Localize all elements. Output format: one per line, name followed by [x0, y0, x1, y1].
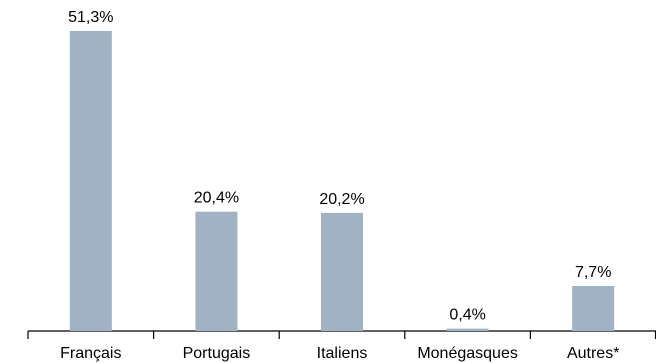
category-label: Portugais: [183, 345, 251, 362]
category-label: Autres*: [567, 345, 619, 362]
bar: [69, 31, 112, 331]
bar: [195, 211, 238, 331]
bar: [321, 212, 363, 331]
category-labels-group: Français Portugais Italiens Monégasques Autr…: [60, 345, 619, 362]
category-label: Monégasques: [417, 345, 518, 362]
data-labels-group: 51,3% 20,4% 20,2% 0,4% 7,7%: [68, 9, 611, 324]
bar-value-label: 0,4%: [449, 307, 485, 324]
bar: [572, 285, 615, 331]
category-label: Italiens: [317, 345, 368, 362]
x-axis-ticks: [27, 331, 656, 339]
bar-value-label: 7,7%: [575, 264, 611, 281]
bar: [446, 328, 489, 331]
bar-value-label: 20,2%: [319, 191, 364, 208]
bar-value-label: 51,3%: [68, 9, 113, 26]
category-label: Français: [60, 345, 121, 362]
bars-group: [69, 31, 615, 331]
bar-value-label: 20,4%: [194, 190, 239, 207]
